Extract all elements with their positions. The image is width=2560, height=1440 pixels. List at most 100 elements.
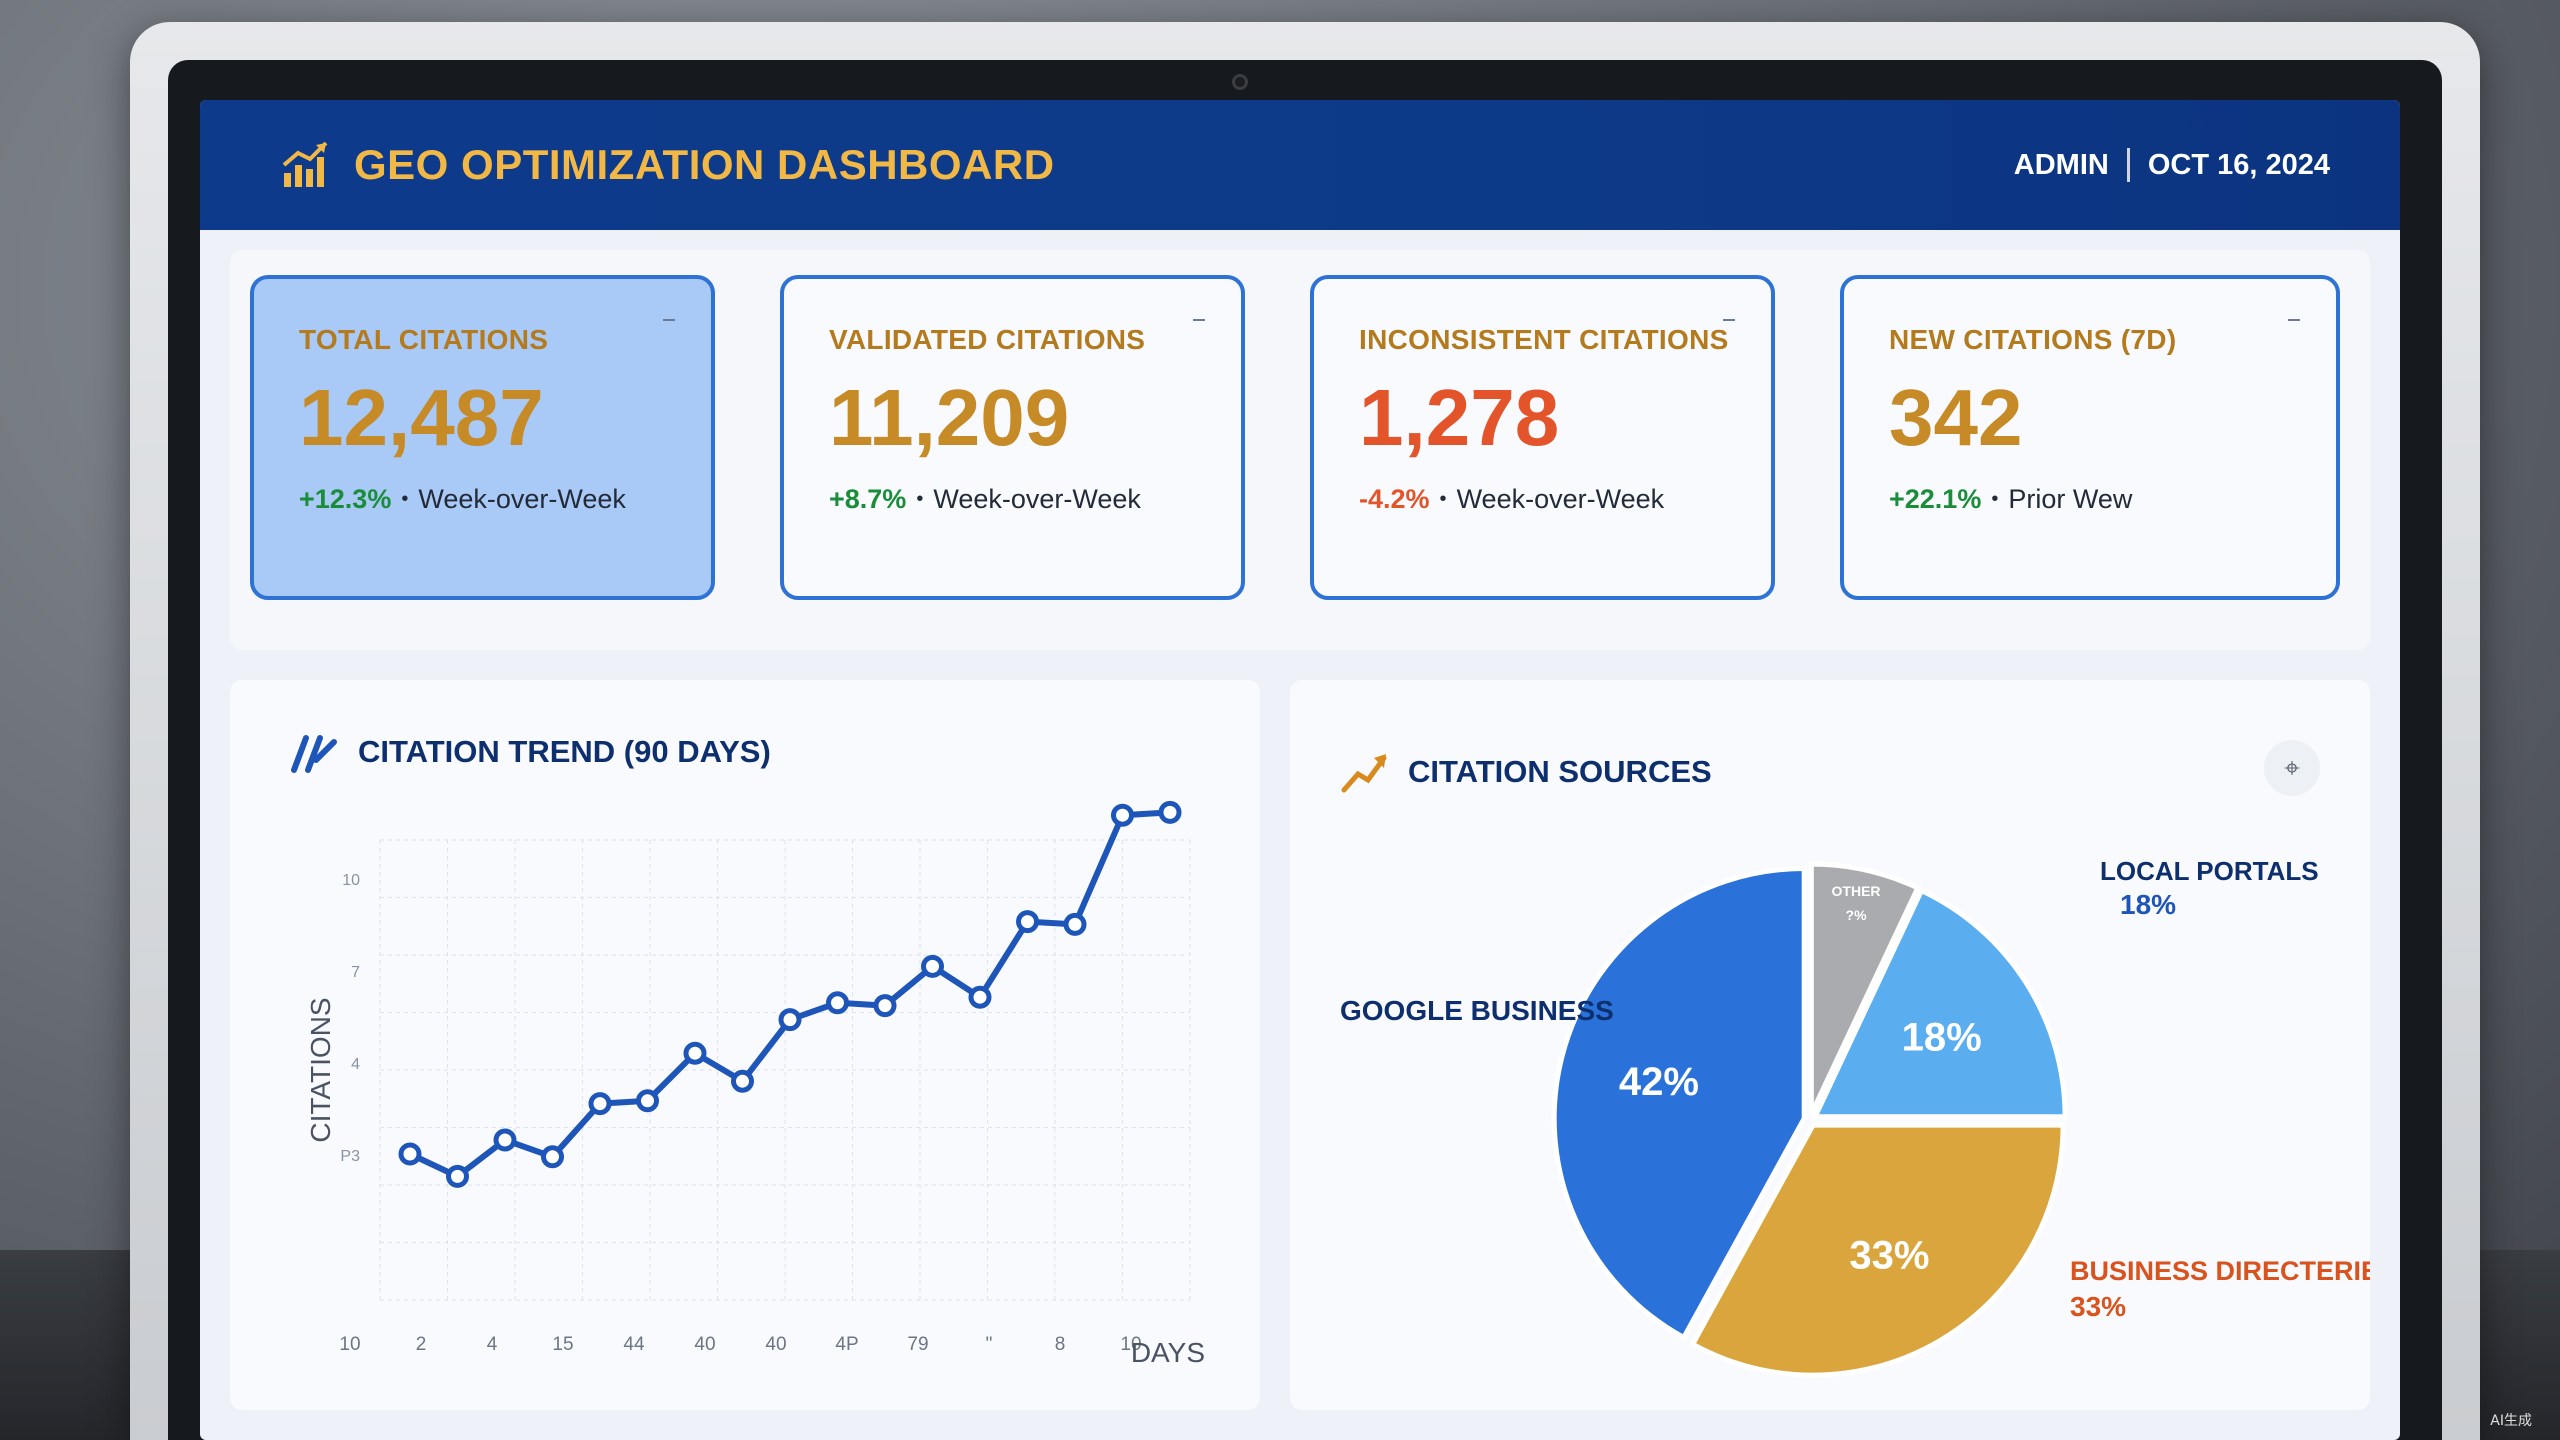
data-point[interactable] — [778, 1008, 802, 1032]
trend-title-text: CITATION TREND (90 DAYS) — [358, 734, 771, 769]
data-point[interactable] — [731, 1069, 754, 1093]
pie-slice-google-business[interactable] — [1551, 866, 1807, 1341]
kpi-period: Prior Wew — [2008, 484, 2133, 514]
y-tick-label: 7 — [351, 964, 360, 981]
trend-lines-icon — [291, 735, 337, 773]
kpi-delta: +22.1% — [1889, 484, 1982, 514]
brand: GEO OPTIMIZATION DASHBOARD — [280, 139, 1055, 191]
x-tick-label: 2 — [416, 1334, 427, 1355]
kpi-value: 11,209 — [829, 373, 1070, 462]
trend-title: CITATION TREND (90 DAYS) — [290, 730, 771, 774]
data-point[interactable] — [446, 1164, 469, 1188]
card-menu-icon[interactable] — [663, 319, 675, 321]
legend-local-portals: LOCAL PORTALS — [2100, 856, 2319, 886]
y-tick-label: 10 — [342, 872, 360, 889]
x-tick-label: " — [986, 1334, 993, 1355]
legend-business-directories-pct: 33% — [2070, 1291, 2126, 1322]
data-point[interactable] — [398, 1142, 422, 1166]
kpi-value: 12,487 — [299, 373, 544, 462]
pie-slice-other[interactable] — [1808, 861, 1922, 1116]
x-tick-label: 4P — [835, 1334, 858, 1355]
header-date: OCT 16, 2024 — [2147, 148, 2330, 181]
kpi-label: NEW CITATIONS (7D) — [1889, 324, 2177, 355]
pie-slice-business-directeries[interactable] — [1689, 1122, 2066, 1378]
x-tick-label: 10 — [1120, 1334, 1141, 1355]
kpi-row: TOTAL CITATIONS 12,487 +12.3% • Week-ove… — [230, 250, 2370, 650]
app-header: GEO OPTIMIZATION DASHBOARD ADMIN OCT 16,… — [200, 100, 2400, 230]
user-name[interactable]: ADMIN — [2013, 148, 2109, 181]
y-tick-label: 4 — [351, 1056, 360, 1073]
legend-local-portals-pct: 18% — [2120, 889, 2176, 920]
bullet-separator: • — [1439, 488, 1447, 510]
legend-business-directories: BUSINESS DIRECTERIES — [2070, 1256, 2370, 1286]
page-title: GEO OPTIMIZATION DASHBOARD — [354, 141, 1055, 188]
kpi-card-total[interactable]: TOTAL CITATIONS 12,487 +12.3% • Week-ove… — [250, 275, 715, 600]
citation-trend-panel: CITATION TREND (90 DAYS) 10 7 4 P3 10 2 4 15 44 4… — [230, 680, 1260, 1410]
x-tick-label: 79 — [907, 1334, 928, 1355]
kpi-delta: +8.7% — [829, 484, 907, 514]
kpi-period: Week-over-Week — [933, 484, 1141, 514]
legend-google-business: GOOGLE BUSINESS — [1340, 995, 1614, 1026]
kpi-period: Week-over-Week — [1456, 484, 1665, 514]
kpi-card-new[interactable]: NEW CITATIONS (7D) 342 +22.1% • Prior We… — [1840, 275, 2340, 600]
kpi-period: Week-over-Week — [418, 484, 626, 514]
data-point[interactable] — [873, 994, 897, 1018]
kpi-value: 1,278 — [1359, 373, 1560, 462]
card-menu-icon[interactable] — [2288, 319, 2300, 321]
kpi-footer: +8.7% • Week-over-Week — [829, 484, 1201, 515]
kpi-label: VALIDATED CITATIONS — [829, 324, 1146, 355]
data-point[interactable] — [1063, 912, 1087, 936]
webcam — [1232, 74, 1248, 90]
data-point[interactable] — [588, 1092, 612, 1116]
kpi-delta: -4.2% — [1359, 484, 1430, 514]
data-point[interactable] — [1158, 800, 1182, 824]
slice-value-label: 42% — [1619, 1060, 1699, 1104]
sources-title-text: CITATION SOURCES — [1408, 754, 1712, 789]
x-axis-label: DAYS — [1131, 1337, 1205, 1368]
data-point[interactable] — [1111, 803, 1134, 827]
kpi-delta: +12.3% — [299, 484, 392, 514]
data-point[interactable] — [1016, 910, 1039, 934]
sources-pie-chart[interactable]: 42% OTHER?% 18% 33% GOOGLE BUSINESS LOCAL POR… — [1290, 680, 2370, 1410]
kpi-card-validated[interactable]: VALIDATED CITATIONS 11,209 +8.7% • Week-… — [780, 275, 1245, 600]
kpi-value: 342 — [1889, 373, 2023, 462]
series-line — [408, 809, 1171, 1180]
kpi-footer: -4.2% • Week-over-Week — [1359, 484, 1731, 515]
x-tick-label: 10 — [339, 1334, 360, 1355]
data-point[interactable] — [541, 1145, 564, 1169]
bullet-separator: • — [916, 488, 924, 510]
kpi-card-inconsistent[interactable]: INCONSISTENT CITATIONS 1,278 -4.2% • Wee… — [1310, 275, 1775, 600]
data-point[interactable] — [683, 1041, 707, 1065]
data-point[interactable] — [636, 1089, 659, 1113]
bar-chart-trend-icon — [282, 141, 328, 187]
header-meta: ADMIN OCT 16, 2024 — [2014, 148, 2330, 182]
x-tick-label: 15 — [552, 1334, 573, 1355]
pin-icon[interactable]: ⌖ — [2264, 740, 2320, 796]
kpi-footer: +22.1% • Prior Wew — [1889, 484, 2296, 515]
trend-arrow-icon — [1341, 754, 1387, 793]
data-point[interactable] — [921, 954, 944, 978]
slice-value-label: 18% — [1902, 1015, 1982, 1059]
data-point[interactable] — [493, 1128, 517, 1152]
data-point[interactable] — [968, 985, 992, 1009]
slice-value-label: ?% — [1846, 907, 1868, 923]
pie-slice-local-portals[interactable] — [1811, 887, 2068, 1120]
bullet-separator: • — [1991, 488, 1999, 510]
kpi-footer: +12.3% • Week-over-Week — [299, 484, 671, 515]
slice-value-label: 33% — [1849, 1233, 1929, 1277]
x-tick-label: 44 — [623, 1334, 645, 1355]
x-tick-label: 4 — [487, 1334, 498, 1355]
y-axis-label: CITATIONS — [305, 997, 336, 1142]
chart-grid — [379, 839, 1191, 1301]
x-tick-label: 8 — [1055, 1334, 1066, 1355]
y-tick-label: P3 — [340, 1148, 360, 1165]
sources-title: CITATION SOURCES — [1340, 750, 1712, 794]
slice-name-label: OTHER — [1832, 883, 1881, 899]
card-menu-icon[interactable] — [1723, 319, 1735, 321]
watermark: AI生成 — [2490, 1413, 2532, 1429]
card-menu-icon[interactable] — [1193, 319, 1205, 321]
header-divider — [2126, 148, 2130, 182]
data-point[interactable] — [826, 991, 849, 1015]
bullet-separator: • — [401, 488, 409, 510]
